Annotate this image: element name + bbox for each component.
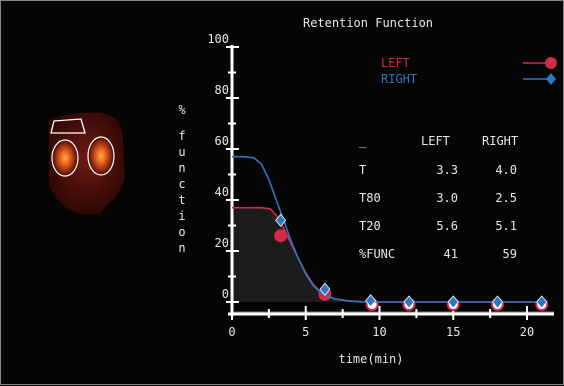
marker-right [319,282,331,296]
table-header: LEFT [421,134,450,148]
table-cell: T80 [359,191,381,205]
y-axis-label-char: u [178,145,185,159]
y-axis-label-char: o [178,225,185,239]
marker-right [365,294,377,308]
legend: LEFT RIGHT [381,56,557,86]
x-tick-label: 0 [228,325,235,339]
table-cell: %FUNC [359,247,395,261]
marker-left [274,229,288,243]
marker-right [536,295,548,309]
marker-right [491,295,504,309]
table-cell: 4.0 [495,163,517,177]
table-cell: T20 [359,219,381,233]
y-tick-label: 0 [222,287,229,301]
marker-right [403,295,415,309]
legend-label-right: RIGHT [381,72,417,86]
table-header: RIGHT [482,134,518,148]
y-axis-label-char: n [178,241,185,255]
table-header: _ [359,134,367,148]
chart-title: Retention Function [303,16,433,30]
legend-marker-circle [545,57,557,69]
y-axis-label-char: n [178,161,185,175]
y-tick-label: 100 [207,32,229,46]
y-tick-label: 20 [215,236,229,250]
renal-scan-image [49,112,125,215]
marker-right [447,295,459,309]
x-tick-label: 15 [446,325,460,339]
legend-label-left: LEFT [381,56,410,70]
y-axis-label-char: f [178,129,185,143]
x-tick-label: 10 [372,325,386,339]
table-cell: 3.0 [436,191,458,205]
y-axis-label-char: i [178,209,185,223]
legend-marker-diamond [546,73,556,85]
y-tick-label: 40 [215,185,229,199]
table-cell: 2.5 [495,191,517,205]
y-axis-label-char: c [178,177,185,191]
y-axis-label-char: t [178,193,185,207]
table-cell: 59 [503,247,517,261]
table-cell: 5.1 [495,219,517,233]
marker-right [275,213,287,228]
x-tick-label: 20 [520,325,534,339]
table-cell: 41 [444,247,458,261]
series-line-right [232,155,542,303]
x-tick-label: 5 [302,325,309,339]
stats-table: _ LEFT RIGHT T 3.3 4.0 T80 3.0 2.5 T20 5.6 5.1 %FUNC… [359,134,518,261]
table-cell: 5.6 [436,219,458,233]
table-cell: T [359,163,366,177]
y-axis-label-char: % [178,103,186,117]
y-tick-label: 60 [215,134,229,148]
x-axis-label: time(min) [338,352,403,366]
table-cell: 3.3 [436,163,458,177]
y-tick-label: 80 [215,83,229,97]
